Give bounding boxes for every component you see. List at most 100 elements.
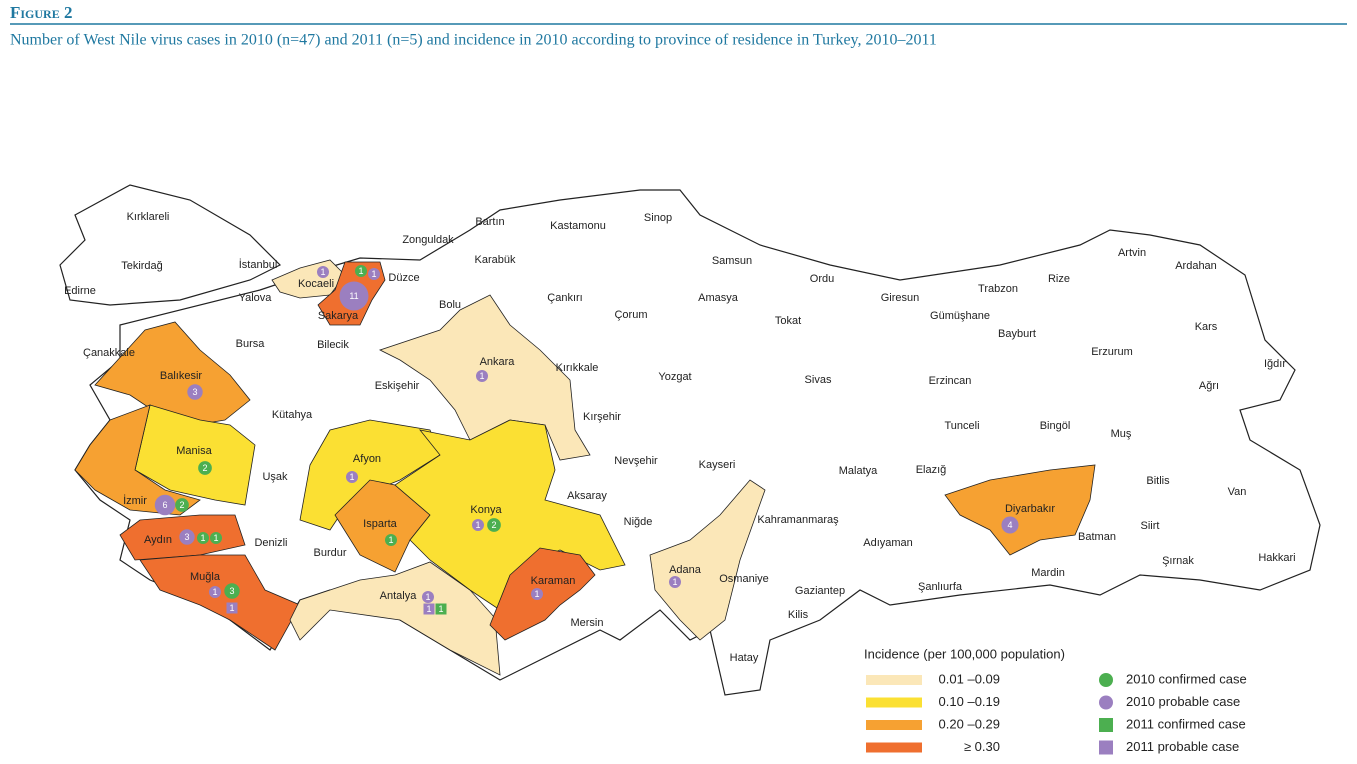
province-name: İzmir	[123, 494, 147, 507]
case-count: 1	[425, 592, 430, 602]
province-name: Yozgat	[658, 371, 691, 383]
province-name: Bingöl	[1040, 420, 1071, 432]
case-count: 1	[479, 371, 484, 381]
province-name: Tunceli	[944, 420, 979, 432]
case-marker	[179, 529, 195, 545]
province-name: Erzincan	[929, 375, 972, 387]
case-count: 6	[162, 500, 167, 510]
province-name: Van	[1228, 486, 1247, 498]
province-name: Mersin	[570, 617, 603, 629]
figure-label: Figure 2	[10, 3, 72, 22]
province-area	[944, 464, 1096, 556]
province-name: Giresun	[881, 292, 920, 304]
province-name: Trabzon	[978, 283, 1018, 295]
case-count: 2	[202, 463, 207, 473]
province-name: Sinop	[644, 212, 672, 224]
province-name: Hakkari	[1258, 552, 1295, 564]
case-marker	[224, 583, 240, 599]
case-marker	[422, 591, 434, 603]
province-name: Balıkesir	[160, 370, 203, 382]
province-name: Gümüşhane	[930, 310, 990, 322]
case-marker	[1099, 740, 1113, 755]
case-marker	[476, 370, 488, 382]
case-marker	[339, 281, 369, 311]
province-name: Yalova	[239, 292, 273, 304]
case-marker	[1099, 695, 1113, 710]
province-name: Ordu	[810, 273, 834, 285]
legend-label: 2011 confirmed case	[1126, 716, 1246, 731]
legend-label: 2010 probable case	[1126, 694, 1240, 709]
province-name: Ardahan	[1175, 260, 1217, 272]
province-name: Antalya	[380, 590, 418, 602]
province-area	[649, 479, 766, 641]
case-marker	[487, 518, 501, 532]
province-name: Tokat	[775, 315, 801, 327]
case-marker	[175, 498, 189, 512]
province-name: Siirt	[1141, 520, 1160, 532]
province-name: Bayburt	[998, 328, 1036, 340]
case-marker	[1099, 673, 1113, 687]
province-name: Zonguldak	[402, 234, 454, 246]
province-name: Çorum	[614, 309, 647, 321]
province-name: Şanlıurfa	[918, 581, 963, 593]
case-count: 1	[212, 587, 217, 597]
province-name: Bolu	[439, 299, 461, 311]
case-marker	[187, 384, 203, 400]
case-marker	[154, 494, 176, 516]
province-name: Bitlis	[1146, 475, 1170, 487]
province-name: Karaman	[531, 575, 576, 587]
province-name: Uşak	[262, 471, 288, 483]
province-name: Tekirdağ	[121, 260, 163, 272]
province-name: Iğdır	[1264, 358, 1286, 370]
case-marker	[317, 266, 329, 278]
province-name: Hatay	[730, 652, 759, 664]
province-name: Afyon	[353, 453, 381, 465]
province-name: Samsun	[712, 255, 752, 267]
province-name: Batman	[1078, 531, 1116, 543]
case-count: 3	[229, 586, 234, 596]
province-name: Sivas	[805, 374, 832, 386]
province-name: Mardin	[1031, 567, 1065, 579]
case-marker	[531, 588, 543, 600]
case-count: 1	[426, 604, 431, 614]
case-marker	[368, 268, 380, 280]
case-count: 1	[475, 520, 480, 530]
case-marker	[1001, 516, 1019, 534]
province-area	[394, 419, 626, 611]
province-name: Denizli	[254, 537, 287, 549]
province-name: Kırklareli	[127, 211, 170, 223]
province-name: Niğde	[624, 516, 653, 528]
province-name: Kütahya	[272, 409, 313, 421]
province-name: Sakarya	[318, 310, 359, 322]
legend-label: 2010 confirmed case	[1126, 671, 1247, 686]
case-count: 1	[320, 267, 325, 277]
province-name: Şırnak	[1162, 555, 1194, 567]
case-marker	[1099, 718, 1113, 732]
case-marker	[198, 461, 212, 475]
province-name: Eskişehir	[375, 380, 420, 392]
province-name: Karabük	[475, 254, 516, 266]
case-count: 1	[672, 577, 677, 587]
province-name: İstanbul	[239, 258, 278, 271]
province-name: Diyarbakır	[1005, 503, 1055, 515]
province-name: Gaziantep	[795, 585, 845, 597]
province-name: Edirne	[64, 285, 96, 297]
case-count: 2	[491, 520, 496, 530]
province-name: Manisa	[176, 445, 212, 457]
case-count: 3	[184, 532, 189, 542]
province-name: Ankara	[480, 356, 516, 368]
case-count: 1	[229, 603, 234, 613]
province-name: Düzce	[388, 272, 419, 284]
case-marker	[226, 602, 238, 614]
legend-swatch	[866, 720, 922, 730]
case-marker	[472, 519, 484, 531]
province-name: Aydın	[144, 534, 172, 546]
case-count: 2	[179, 500, 184, 510]
province-name: Kırşehir	[583, 411, 621, 423]
legend-label: 0.01 –0.09	[939, 671, 1000, 686]
case-count: 1	[358, 266, 363, 276]
case-marker	[209, 586, 221, 598]
figure-title: Number of West Nile virus cases in 2010 …	[10, 32, 937, 49]
province-name: Aksaray	[567, 490, 607, 502]
